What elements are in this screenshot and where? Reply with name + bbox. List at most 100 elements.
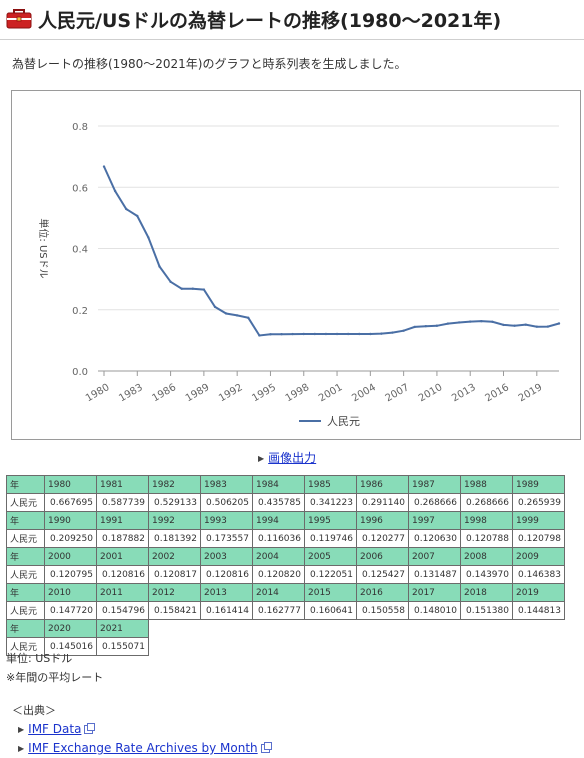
year-cell: 1995 bbox=[304, 511, 357, 530]
year-cell: 2010 bbox=[44, 583, 97, 602]
toolbox-icon bbox=[6, 9, 32, 29]
rate-cell: 0.120816 bbox=[96, 565, 149, 584]
year-cell: 2021 bbox=[96, 619, 149, 638]
rate-cell: 0.158421 bbox=[148, 601, 201, 620]
rate-cell: 0.143970 bbox=[460, 565, 513, 584]
source-item-imf-data: ▶ IMF Data bbox=[12, 720, 270, 739]
data-point bbox=[191, 287, 194, 290]
chart-container: 0.0 0.2 0.4 0.6 0.8 1980 1983 1986 1989 1992 1995… bbox=[11, 90, 581, 440]
year-cell: 2018 bbox=[460, 583, 513, 602]
rate-cell: 0.291140 bbox=[356, 493, 409, 512]
rate-cell: 0.120630 bbox=[408, 529, 461, 548]
average-note: ※年間の平均レート bbox=[6, 671, 104, 684]
currency-label: 人民元 bbox=[6, 529, 45, 548]
rate-cell: 0.125427 bbox=[356, 565, 409, 584]
value-row: 人民元 0.667695 0.587739 0.529133 0.506205 0.435… bbox=[6, 493, 565, 512]
x-tick-label: 2016 bbox=[483, 382, 511, 404]
legend-label: 人民元 bbox=[327, 415, 360, 428]
year-header-label: 年 bbox=[6, 547, 45, 566]
data-point bbox=[169, 280, 172, 284]
year-cell: 1982 bbox=[148, 475, 201, 494]
rate-cell: 0.147720 bbox=[44, 601, 97, 620]
rate-cell: 0.341223 bbox=[304, 493, 357, 512]
data-point bbox=[424, 324, 428, 328]
imf-data-link[interactable]: IMF Data bbox=[28, 722, 82, 736]
year-cell: 1984 bbox=[252, 475, 305, 494]
year-cell: 1988 bbox=[460, 475, 513, 494]
data-point bbox=[358, 332, 361, 336]
data-point bbox=[335, 332, 339, 336]
rate-cell: 0.265939 bbox=[512, 493, 565, 512]
rate-cell: 0.120798 bbox=[512, 529, 565, 548]
rate-cell: 0.154796 bbox=[96, 601, 149, 620]
rate-cell: 0.161414 bbox=[200, 601, 253, 620]
rate-cell: 0.173557 bbox=[200, 529, 253, 548]
data-point bbox=[247, 316, 250, 320]
x-axis-ticks: 1980 1983 1986 1989 1992 1995 1998 2001 2004 2007… bbox=[84, 371, 544, 404]
year-cell: 2000 bbox=[44, 547, 97, 566]
export-image-link[interactable]: 画像出力 bbox=[268, 451, 317, 465]
y-tick-label: 0.6 bbox=[72, 183, 88, 194]
rate-table: 年 1980 1981 1982 1983 1984 1985 1986 1987 1988 198… bbox=[6, 475, 565, 656]
year-cell: 1991 bbox=[96, 511, 149, 530]
x-tick-label: 2001 bbox=[317, 382, 345, 404]
y-tick-label: 0.8 bbox=[72, 122, 88, 133]
x-tick-label: 1998 bbox=[284, 382, 312, 404]
year-row: 年 1990 1991 1992 1993 1994 1995 1996 1997 1998 199… bbox=[6, 511, 565, 530]
data-point bbox=[324, 332, 328, 336]
data-point bbox=[147, 236, 150, 239]
imf-archives-link[interactable]: IMF Exchange Rate Archives by Month bbox=[28, 741, 258, 755]
year-cell: 2007 bbox=[408, 547, 461, 566]
rate-cell: 0.506205 bbox=[200, 493, 253, 512]
year-row: 年 2010 2011 2012 2013 2014 2015 2016 2017 2018 201… bbox=[6, 583, 565, 602]
year-cell: 2002 bbox=[148, 547, 201, 566]
source-item-imf-archives: ▶ IMF Exchange Rate Archives by Month bbox=[12, 739, 272, 758]
year-cell: 2004 bbox=[252, 547, 305, 566]
rate-cell: 0.160641 bbox=[304, 601, 357, 620]
series-line-renminbi bbox=[103, 166, 560, 337]
data-point bbox=[258, 334, 261, 337]
year-cell: 1980 bbox=[44, 475, 97, 494]
data-point bbox=[391, 331, 394, 334]
unit-note: 単位: USドル bbox=[6, 652, 73, 665]
data-point bbox=[380, 332, 383, 335]
data-point bbox=[524, 323, 527, 326]
data-point bbox=[546, 325, 550, 328]
data-point bbox=[235, 314, 239, 317]
export-image-row: ▶ 画像出力 bbox=[258, 449, 316, 466]
year-cell: 1996 bbox=[356, 511, 409, 530]
rate-cell: 0.120817 bbox=[148, 565, 201, 584]
data-point bbox=[557, 322, 561, 325]
data-point bbox=[136, 214, 139, 218]
year-row: 年 2000 2001 2002 2003 2004 2005 2006 2007 2008 200… bbox=[6, 547, 565, 566]
year-header-label: 年 bbox=[6, 475, 45, 494]
value-row: 人民元 0.147720 0.154796 0.158421 0.161414 0.162… bbox=[6, 601, 565, 620]
rate-cell: 0.162777 bbox=[252, 601, 305, 620]
year-cell: 2016 bbox=[356, 583, 409, 602]
intro-text: 為替レートの推移(1980～2021年)のグラフと時系列表を生成しました。 bbox=[12, 57, 407, 71]
data-point bbox=[369, 332, 372, 336]
y-tick-label: 0.2 bbox=[72, 306, 88, 317]
x-tick-label: 2007 bbox=[384, 382, 412, 404]
rate-cell: 0.268666 bbox=[408, 493, 461, 512]
year-row: 年 1980 1981 1982 1983 1984 1985 1986 1987 1988 198… bbox=[6, 475, 565, 494]
y-tick-label: 0.0 bbox=[72, 367, 88, 378]
value-row: 人民元 0.120795 0.120816 0.120817 0.120816 0.120… bbox=[6, 565, 565, 584]
year-cell: 1990 bbox=[44, 511, 97, 530]
year-cell: 2015 bbox=[304, 583, 357, 602]
year-header-label: 年 bbox=[6, 511, 45, 530]
rate-cell: 0.529133 bbox=[148, 493, 201, 512]
rate-cell: 0.120788 bbox=[460, 529, 513, 548]
currency-label: 人民元 bbox=[6, 493, 45, 512]
rate-cell: 0.150558 bbox=[356, 601, 409, 620]
arrow-right-icon: ▶ bbox=[18, 744, 25, 753]
data-point bbox=[302, 332, 305, 336]
y-axis-label: 単位: USドル bbox=[37, 218, 50, 278]
year-cell: 2008 bbox=[460, 547, 513, 566]
year-cell: 2013 bbox=[200, 583, 253, 602]
rate-cell: 0.131487 bbox=[408, 565, 461, 584]
data-point bbox=[224, 312, 228, 315]
year-cell: 1993 bbox=[200, 511, 253, 530]
data-point bbox=[469, 320, 472, 323]
